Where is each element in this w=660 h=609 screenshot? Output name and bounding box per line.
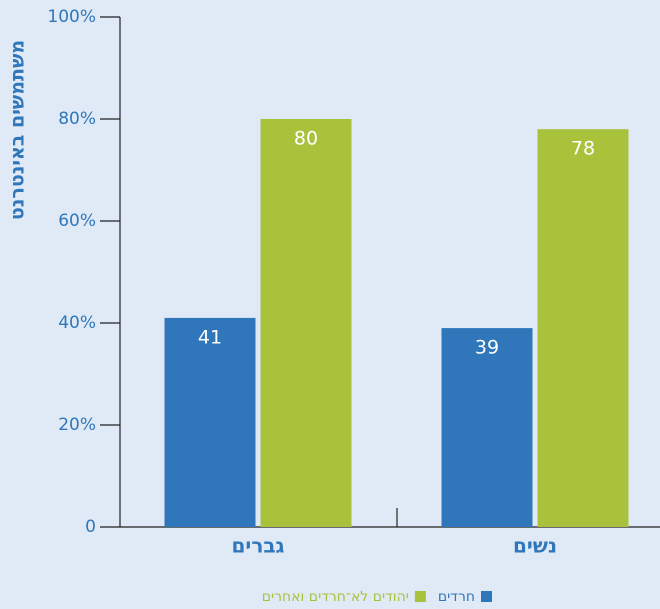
bar xyxy=(537,129,629,527)
legend-swatch xyxy=(481,591,492,602)
legend-swatch xyxy=(414,591,426,602)
y-tick-label: 0 xyxy=(85,517,96,537)
data-label: 41 xyxy=(198,326,222,348)
data-label: 39 xyxy=(475,337,499,359)
y-tick-label: 80% xyxy=(58,109,96,129)
y-tick-label: 60% xyxy=(58,211,96,231)
y-tick-label: 100% xyxy=(47,7,96,27)
x-tick-label: נשים xyxy=(513,534,557,558)
legend-label: חרדים xyxy=(438,589,475,605)
legend-label: יהודים לא־חרדים ואחרים xyxy=(262,589,409,605)
y-tick-label: 20% xyxy=(58,415,96,435)
y-tick-label: 40% xyxy=(58,313,96,333)
data-label: 78 xyxy=(571,138,595,160)
bar xyxy=(441,328,533,527)
data-label: 80 xyxy=(294,128,318,150)
x-tick-label: גברים xyxy=(232,534,285,558)
bar xyxy=(260,119,352,527)
bar xyxy=(164,317,256,527)
y-axis-label: משתמשים באינטרנט xyxy=(7,40,29,220)
